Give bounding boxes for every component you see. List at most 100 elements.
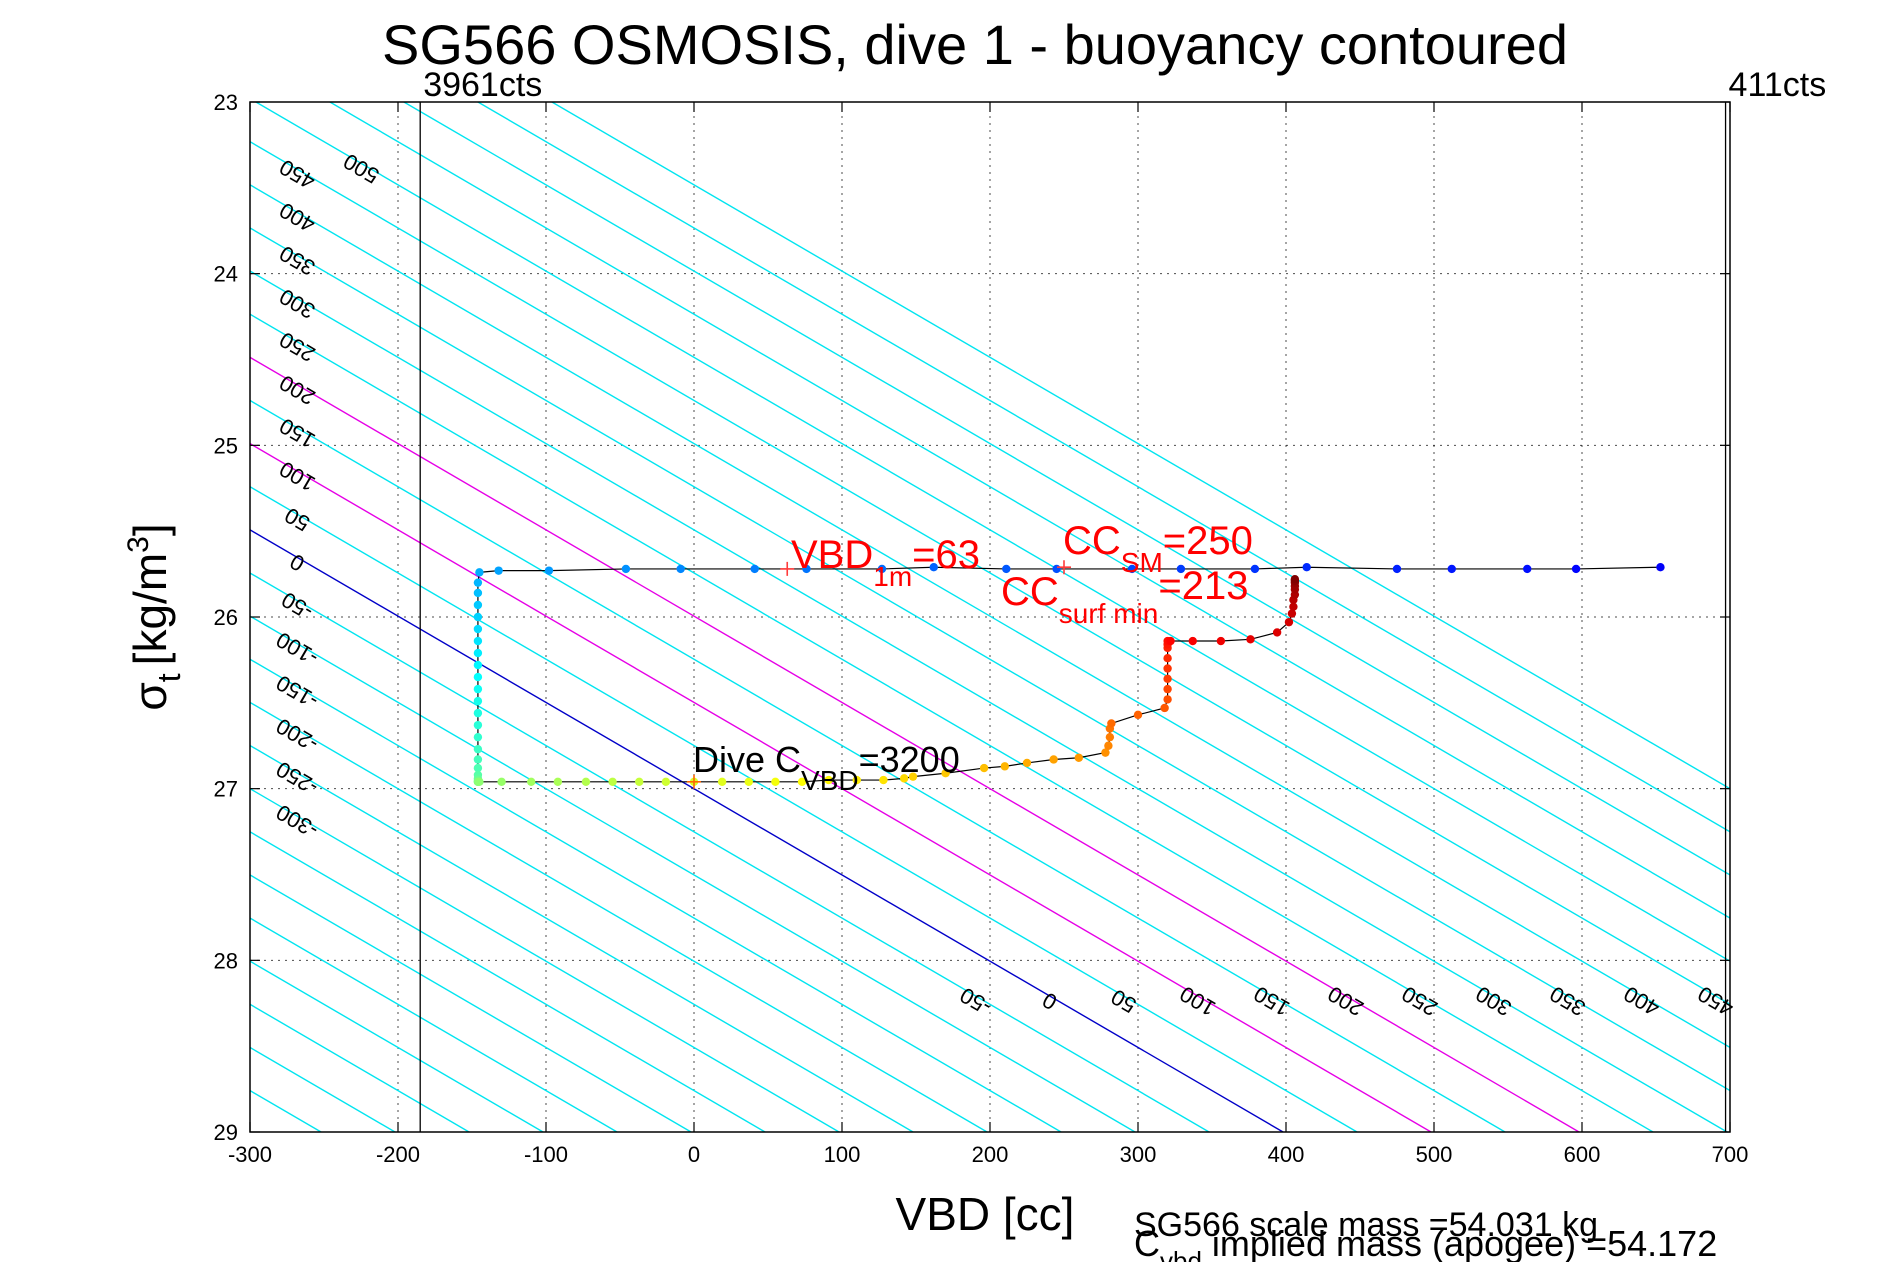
dive-track-point: [1074, 753, 1084, 762]
contour-line: [250, 917, 618, 1132]
dive-track-point: [1160, 703, 1169, 713]
dive-c-main: Dive C: [693, 739, 801, 780]
dive-track-point: [802, 564, 811, 574]
dive-track-point: [635, 777, 644, 786]
cc-sm-value: =250: [1163, 519, 1253, 563]
dive-track-point: [553, 777, 563, 786]
contour-line: [250, 874, 692, 1132]
contour-line: [250, 140, 1730, 1006]
dive-track-point: [717, 777, 727, 786]
dive-track-point: [771, 777, 780, 786]
contour-line: [250, 572, 1210, 1132]
dive-track-point: [908, 772, 918, 781]
dive-track-point: [473, 684, 483, 694]
dive-track-point: [877, 564, 887, 574]
dive-track-point: [661, 777, 671, 786]
dive-track-point: [621, 564, 631, 574]
dive-track-point: [1049, 755, 1058, 764]
dive-track-point: [1163, 674, 1172, 683]
dive-track-point: [473, 763, 483, 773]
dive-track: [473, 563, 1665, 786]
scale-mass-text: SG566 scale mass =54.031 kg: [1134, 1206, 1598, 1244]
dive-track-point: [1133, 710, 1143, 720]
cc-sm-annotation: CCSM=250: [1063, 519, 1253, 578]
contour-line: [477, 102, 1730, 833]
dive-track-point: [1107, 719, 1116, 728]
dive-track-point: [1002, 564, 1011, 574]
dive-track-point: [1272, 628, 1282, 637]
dive-track-point: [473, 732, 483, 742]
cc-surf-min-annotation: CCsurf min=213: [1001, 564, 1248, 629]
dive-track-point: [473, 624, 483, 634]
dive-track-point: [473, 660, 483, 670]
dive-track-point: [676, 564, 685, 574]
reference-marker: [1057, 560, 1071, 575]
x-tick-label: -100: [524, 1142, 568, 1167]
y-tick-label: 27: [214, 777, 238, 802]
vbd-1m-sub: 1m: [873, 561, 912, 592]
contour-line: [250, 442, 1432, 1132]
dive-track-point: [473, 578, 483, 587]
contour-line: [403, 102, 1730, 876]
reference-marker: [780, 561, 795, 576]
x-tick-label: 700: [1712, 1142, 1749, 1167]
dive-track-point: [1163, 695, 1172, 704]
contour-line: [250, 356, 1580, 1132]
dive-track-point: [473, 588, 483, 598]
y-label-close: ]: [124, 523, 176, 536]
y-label-sigma: σ: [124, 682, 176, 710]
contour-line: [250, 184, 1730, 1049]
count-limit-label: 411cts: [1729, 66, 1827, 104]
dive-track-point: [1302, 563, 1311, 572]
y-label-sup: 3: [122, 536, 155, 553]
x-tick-label: 200: [972, 1142, 1009, 1167]
dive-track-point: [750, 564, 759, 574]
x-tick-label: -200: [376, 1142, 420, 1167]
dive-track-point: [797, 777, 807, 786]
dive-track-point: [1290, 575, 1300, 584]
contour-line: [250, 658, 1062, 1132]
dive-track-point: [473, 708, 483, 718]
dive-track-point: [1105, 732, 1115, 742]
x-tick-label: 600: [1564, 1142, 1601, 1167]
dive-track-point: [473, 696, 483, 706]
y-tick-label: 24: [214, 262, 238, 287]
y-label-unit: [kg/m: [124, 553, 176, 665]
dive-track-point: [1250, 564, 1260, 574]
dive-track-point: [979, 763, 989, 773]
x-axis-label: VBD [cc]: [896, 1188, 1075, 1240]
dive-track-point: [1246, 635, 1255, 644]
implied-mass-main: C: [1134, 1223, 1160, 1262]
vbd-1m-value: =63: [912, 533, 980, 577]
dive-track-point: [1571, 564, 1581, 574]
dive-track-point: [899, 774, 909, 783]
dive-track-point: [941, 769, 950, 778]
y-tick-label: 29: [214, 1120, 238, 1145]
vbd-1m-annotation: VBD1m=63: [791, 533, 980, 592]
count-limit-label: 3961cts: [423, 66, 542, 104]
dive-track-point: [475, 568, 484, 577]
y-tick-label: 28: [214, 948, 238, 973]
contour-line: [250, 830, 766, 1132]
dive-track-point: [1287, 609, 1297, 618]
x-tick-label: -300: [228, 1142, 272, 1167]
y-tick-label: 25: [214, 433, 238, 458]
x-tick-label: 100: [824, 1142, 861, 1167]
contour-line: [250, 399, 1506, 1132]
x-tick-label: 300: [1120, 1142, 1157, 1167]
dive-track-point: [494, 566, 503, 575]
contour-line: [250, 529, 1284, 1132]
reference-markers: [687, 560, 1071, 789]
cc-surf-value: =213: [1158, 564, 1248, 608]
dive-track-point: [1163, 654, 1172, 663]
dive-track-point: [1284, 617, 1294, 627]
dive-track-point: [852, 775, 861, 785]
y-axis-label: σt [kg/m3]: [122, 523, 187, 710]
dive-track-point: [1166, 636, 1175, 646]
cc-surf-main: CC: [1001, 570, 1059, 614]
dive-track-point: [581, 777, 591, 786]
implied-mass-sub: vbd: [1160, 1246, 1202, 1262]
buoyancy-contours: [250, 102, 1730, 1132]
dive-track-point: [879, 775, 888, 785]
